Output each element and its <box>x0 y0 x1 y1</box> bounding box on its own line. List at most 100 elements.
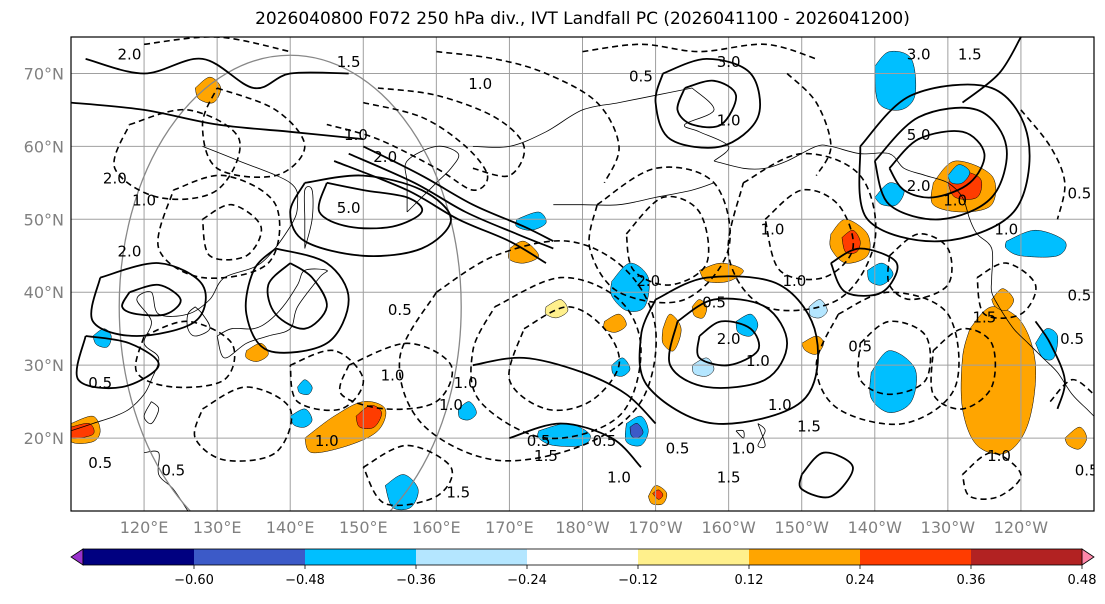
contour-label: 0.5 <box>666 440 690 458</box>
coastline-layer <box>71 87 1094 511</box>
coastline <box>71 146 299 432</box>
ivt-contour-layer <box>71 37 1094 507</box>
colorbar-box <box>305 549 417 565</box>
contour-label: 2.0 <box>118 243 142 261</box>
contour-label: 0.5 <box>1067 184 1091 202</box>
longitude-label: 180°W <box>555 518 610 537</box>
ivt-contour-negative <box>326 101 489 191</box>
longitude-label: 160°W <box>701 518 756 537</box>
colorbar-box <box>638 549 750 565</box>
longitude-label: 140°E <box>266 518 315 537</box>
colorbar-extend-min <box>70 548 84 566</box>
ivt-contour-positive <box>472 356 657 425</box>
ivt-contour-negative <box>201 203 263 261</box>
ivt-contour-negative <box>470 276 642 440</box>
ivt-contour-negative <box>436 50 620 184</box>
contour-label: 0.5 <box>848 337 872 355</box>
contour-label: 2.0 <box>907 177 931 195</box>
contour-label: 1.0 <box>132 192 156 210</box>
contour-label: 5.0 <box>907 126 931 144</box>
ivt-contour-negative <box>362 444 454 507</box>
contour-label: 0.5 <box>1075 461 1099 479</box>
ivt-contour-negative <box>625 195 710 286</box>
contour-label-layer: 2.0 1.5 1.0 3.0 0.5 3.0 1.5 1.0 2.0 2.0 1.0 5.0 2.0 0… <box>88 46 1099 502</box>
contour-label: 1.0 <box>439 396 463 414</box>
divergence-shading-layer <box>71 50 1087 511</box>
ivt-contour-positive <box>676 79 737 129</box>
longitude-label: 140°W <box>848 518 903 537</box>
divergence-patch <box>289 408 313 428</box>
ivt-contour-negative <box>508 305 621 412</box>
landfall-circle-layer <box>118 54 462 511</box>
ivt-contour-negative <box>201 87 306 178</box>
ivt-contour-negative <box>1020 109 1066 220</box>
ivt-contour-negative <box>588 166 731 304</box>
contour-label: 1.0 <box>768 396 792 414</box>
longitude-label: 150°W <box>775 518 830 537</box>
latitude-label: 20°N <box>24 429 64 448</box>
colorbar-tick-label: 0.24 <box>846 573 875 588</box>
ivt-contour-negative <box>338 342 454 411</box>
coastline <box>735 429 745 439</box>
ivt-contour-positive <box>873 106 1008 221</box>
divergence-patch <box>297 379 313 395</box>
ivt-contour-negative <box>144 37 291 53</box>
ivt-contour-positive <box>830 247 899 297</box>
ivt-contour-positive <box>348 152 554 250</box>
ivt-contour-positive <box>668 297 789 389</box>
contour-label: 0.5 <box>527 432 551 450</box>
ivt-contour-positive <box>85 57 349 90</box>
contour-label: 2.0 <box>118 46 142 64</box>
divergence-patch <box>869 350 917 413</box>
ivt-contour-positive <box>888 130 986 199</box>
contour-label: 0.5 <box>1067 286 1091 304</box>
contour-label: 1.0 <box>344 126 368 144</box>
contour-label: 1.5 <box>958 46 982 64</box>
ivt-contour-negative <box>398 239 657 462</box>
longitude-label: 120°E <box>120 518 169 537</box>
colorbar-tick-label: −0.12 <box>618 573 658 588</box>
divergence-patch <box>808 299 828 319</box>
ivt-contour-positive <box>333 160 547 264</box>
ivt-contour-positive <box>90 262 207 337</box>
ivt-contour-positive <box>121 283 182 317</box>
divergence-patch <box>874 50 917 111</box>
contour-label: 1.5 <box>717 469 741 487</box>
colorbar-box <box>971 549 1083 565</box>
coastline <box>713 144 1094 417</box>
contour-label: 1.0 <box>454 374 478 392</box>
divergence-patch <box>544 299 569 319</box>
ivt-contour-negative <box>582 43 817 60</box>
colorbar-tick-label: 0.48 <box>1068 573 1097 588</box>
contour-label: 0.5 <box>88 374 112 392</box>
map-title: 2026040800 F072 250 hPa div., IVT Landfa… <box>255 9 910 29</box>
longitude-label: 170°E <box>485 518 534 537</box>
longitude-label: 170°W <box>628 518 683 537</box>
ivt-contour-positive <box>289 174 452 257</box>
contour-label: 1.5 <box>446 483 470 501</box>
longitude-label: 130°E <box>193 518 242 537</box>
contour-label: 1.0 <box>468 75 492 93</box>
divergence-patch <box>384 474 419 511</box>
ivt-contour-negative <box>157 174 281 279</box>
contour-label: 1.5 <box>797 418 821 436</box>
colorbar-tick-label: 0.12 <box>735 573 764 588</box>
contour-label: 2.0 <box>103 170 127 188</box>
coastline <box>553 182 715 206</box>
contour-label: 0.5 <box>592 432 616 450</box>
colorbar-tick-label: 0.36 <box>957 573 986 588</box>
contour-label: 1.0 <box>746 352 770 370</box>
longitude-label: 150°E <box>339 518 388 537</box>
colorbar: −0.60 −0.48 −0.36 −0.24 −0.12 0.12 0.24 0.36 0.4… <box>70 548 1097 588</box>
colorbar-box <box>194 549 306 565</box>
colorbar-box <box>416 549 528 565</box>
colorbar-box <box>83 549 195 565</box>
coastline <box>757 423 766 449</box>
colorbar-tick-label: −0.60 <box>174 573 214 588</box>
ivt-contour-positive <box>798 451 854 499</box>
divergence-patch <box>71 423 95 439</box>
colorbar-tick-label: −0.24 <box>507 573 547 588</box>
colorbar-tick-label: −0.48 <box>285 573 325 588</box>
contour-label: 3.0 <box>907 46 931 64</box>
